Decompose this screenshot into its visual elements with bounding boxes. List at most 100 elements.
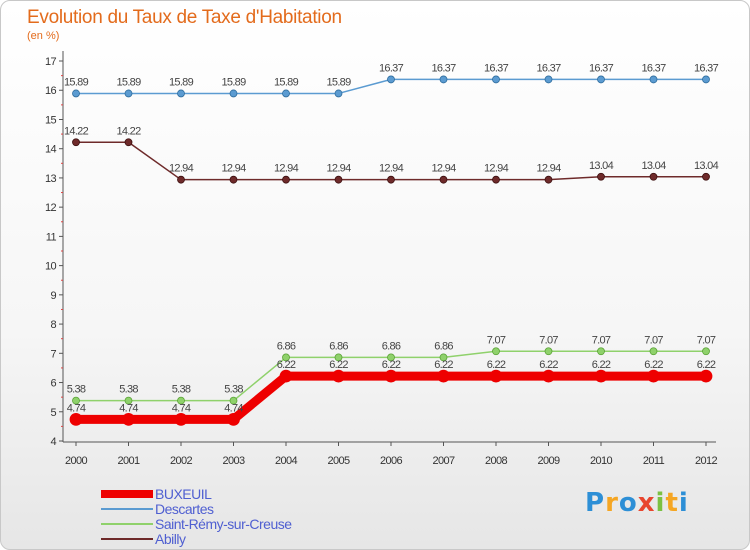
y-tick-label: 12 [45, 202, 57, 214]
legend-swatch [101, 522, 153, 525]
data-point-descartes [439, 75, 448, 84]
data-point-buxeuil [489, 369, 503, 383]
chart-subtitle: (en %) [27, 30, 60, 42]
data-label-saint-remy-sur-creuse: 5.38 [172, 384, 191, 396]
data-point-descartes [597, 75, 605, 84]
data-label-abilly: 12.94 [484, 163, 509, 175]
data-label-saint-remy-sur-creuse: 5.38 [119, 384, 138, 396]
data-label-buxeuil: 6.22 [697, 359, 716, 371]
y-tick-label: 14 [45, 144, 57, 156]
data-point-abilly [439, 175, 448, 184]
data-label-saint-remy-sur-creuse: 6.86 [434, 340, 453, 352]
data-label-descartes: 16.37 [641, 62, 666, 74]
data-point-buxeuil [332, 369, 345, 383]
data-label-abilly: 12.94 [274, 163, 299, 175]
y-tick-label: 8 [50, 319, 56, 331]
data-label-abilly: 12.94 [221, 163, 246, 175]
data-point-saint-remy-sur-creuse [72, 396, 80, 405]
data-label-descartes: 15.89 [64, 76, 89, 88]
data-point-saint-remy-sur-creuse [124, 396, 133, 405]
data-point-saint-remy-sur-creuse [492, 347, 500, 356]
legend-item-saint-remy-sur-creuse: Saint-Rémy-sur-Creuse [101, 516, 292, 531]
logo-letter: i [678, 488, 689, 518]
x-tick-label: 2011 [643, 455, 665, 467]
data-label-saint-remy-sur-creuse: 7.07 [644, 334, 663, 346]
logo-letter: i [655, 488, 666, 518]
data-label-descartes: 15.89 [274, 76, 299, 88]
data-point-abilly [387, 175, 395, 184]
data-point-saint-remy-sur-creuse [387, 353, 395, 362]
logo-letter: o [618, 488, 638, 518]
legend-swatch [101, 507, 153, 510]
data-label-buxeuil: 6.22 [487, 359, 506, 371]
data-label-saint-remy-sur-creuse: 7.07 [487, 334, 506, 346]
data-point-descartes [124, 89, 133, 98]
data-point-buxeuil [647, 369, 660, 383]
data-point-abilly [229, 175, 238, 184]
data-label-abilly: 13.04 [694, 160, 719, 172]
y-tick-label: 10 [45, 261, 57, 273]
data-label-abilly: 12.94 [169, 163, 194, 175]
data-point-buxeuil [699, 369, 713, 383]
data-label-descartes: 15.89 [169, 76, 194, 88]
data-point-abilly [177, 175, 185, 184]
y-tick-label: 4 [50, 436, 56, 448]
data-label-saint-remy-sur-creuse: 6.86 [382, 340, 401, 352]
x-tick-label: 2012 [695, 455, 718, 467]
data-point-descartes [649, 75, 658, 84]
data-point-saint-remy-sur-creuse [177, 396, 185, 405]
legend-label: Saint-Rémy-sur-Creuse [155, 515, 292, 532]
data-point-abilly [492, 175, 500, 184]
data-point-descartes [702, 75, 710, 84]
data-point-saint-remy-sur-creuse [649, 347, 658, 356]
legend-label: Abilly [155, 530, 186, 547]
data-label-saint-remy-sur-creuse: 6.86 [277, 340, 296, 352]
data-label-buxeuil: 6.22 [329, 359, 348, 371]
x-tick-label: 2008 [485, 455, 508, 467]
data-point-buxeuil [122, 412, 135, 426]
data-point-buxeuil [384, 369, 398, 383]
x-tick-label: 2009 [537, 455, 560, 467]
y-tick-label: 11 [46, 231, 57, 243]
data-label-buxeuil: 6.22 [382, 359, 401, 371]
y-tick-label: 17 [45, 56, 57, 68]
series-line-buxeuil [76, 371, 706, 424]
data-point-abilly [702, 172, 710, 181]
data-point-abilly [544, 175, 553, 184]
data-label-descartes: 15.89 [326, 76, 351, 88]
data-point-saint-remy-sur-creuse [229, 396, 238, 405]
x-tick-label: 2002 [170, 455, 193, 467]
data-point-abilly [649, 172, 658, 181]
data-label-buxeuil: 4.74 [224, 402, 243, 414]
data-point-descartes [544, 75, 553, 84]
data-point-buxeuil [174, 412, 188, 426]
data-point-abilly [124, 138, 133, 147]
data-label-buxeuil: 4.74 [172, 402, 191, 414]
data-point-descartes [229, 89, 238, 98]
x-tick-label: 2001 [117, 455, 140, 467]
data-point-abilly [334, 175, 343, 184]
data-label-abilly: 13.04 [641, 160, 666, 172]
x-tick-label: 2003 [222, 455, 245, 467]
x-tick-label: 2006 [380, 455, 403, 467]
y-tick-label: 9 [50, 290, 56, 302]
x-tick-label: 2000 [65, 455, 88, 467]
data-label-saint-remy-sur-creuse: 5.38 [67, 384, 86, 396]
data-point-buxeuil [227, 412, 240, 426]
x-tick-label: 2007 [432, 455, 455, 467]
data-point-buxeuil [594, 369, 608, 383]
data-label-abilly: 12.94 [431, 163, 456, 175]
data-point-saint-remy-sur-creuse [597, 347, 605, 356]
legend-item-descartes: Descartes [101, 501, 292, 516]
logo-letter: P [585, 488, 606, 518]
proxiti-logo: Proxiti [585, 488, 689, 518]
data-label-buxeuil: 6.22 [539, 359, 558, 371]
data-label-abilly: 14.22 [64, 125, 89, 137]
data-label-buxeuil: 4.74 [119, 402, 138, 414]
data-label-descartes: 15.89 [116, 76, 141, 88]
data-label-abilly: 12.94 [326, 163, 351, 175]
chart-legend: BUXEUIL Descartes Saint-Rémy-sur-Creuse Abi… [101, 486, 292, 546]
data-point-descartes [334, 89, 343, 98]
